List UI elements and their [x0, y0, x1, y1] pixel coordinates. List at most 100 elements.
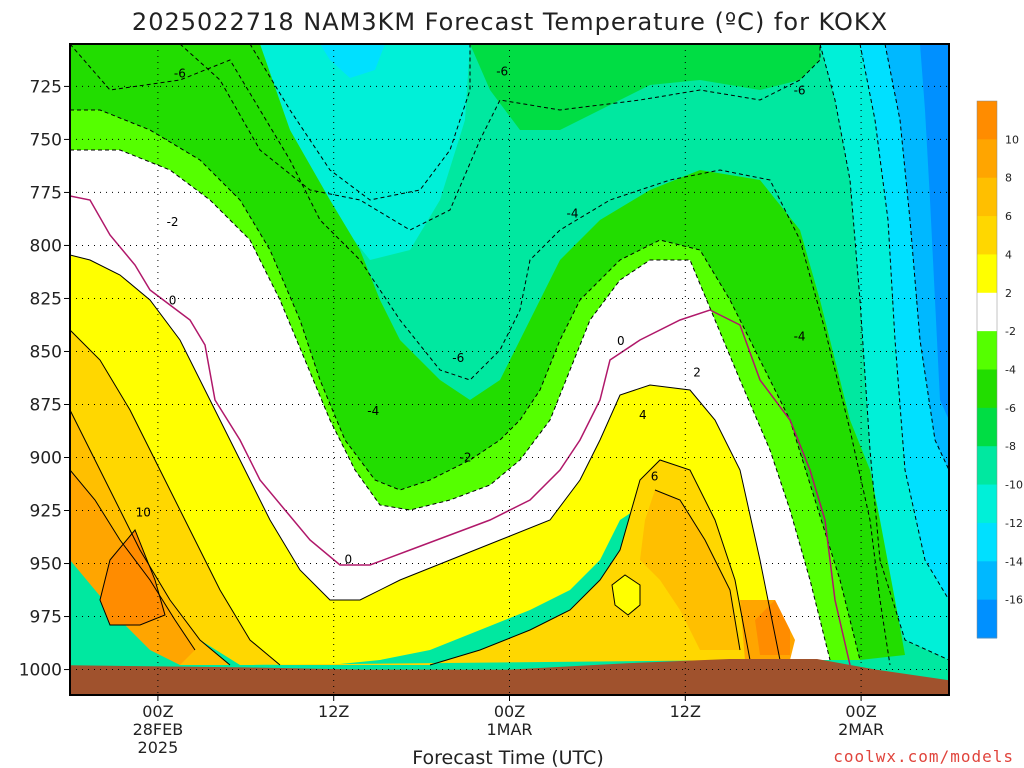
colorbar-label: -6 [1005, 402, 1016, 415]
contour-value-label: -2 [460, 451, 472, 465]
x-tick-label: 00Z [494, 702, 525, 721]
colorbar-swatch [977, 331, 997, 370]
y-tick-label: 925 [30, 502, 62, 522]
y-tick-label: 750 [30, 130, 62, 150]
colorbar-frame [976, 100, 998, 639]
x-tick-label: 12Z [318, 702, 349, 721]
y-axis: 725 750 775 800 825 850 875 900 925 950 975 1000 [19, 77, 70, 681]
colorbar-swatch [977, 177, 997, 217]
colorbar-label: -16 [1005, 594, 1023, 607]
contour-value-label: 0 [617, 334, 625, 348]
contour-value-label: 4 [639, 408, 647, 422]
negative-contours [70, 44, 949, 666]
contour-value-label: 0 [169, 294, 177, 308]
positive-contours [70, 254, 781, 666]
colorbar-label: -8 [1005, 440, 1016, 453]
colorbar-label: 8 [1005, 172, 1012, 185]
x-tick-label: 00Z [845, 702, 876, 721]
contour-value-label: -6 [496, 65, 508, 79]
y-tick-label: 800 [30, 236, 62, 256]
fill-band-minus-12-top [250, 44, 470, 260]
contour-value-label: -6 [174, 67, 186, 81]
contour-plus-2 [70, 254, 781, 661]
contour-value-label: -6 [452, 351, 464, 365]
contour-value-label: -4 [367, 404, 379, 418]
colorbar-label: 2 [1005, 287, 1012, 300]
contour-plus-6 [70, 409, 741, 666]
colorbar-label: -2 [1005, 325, 1016, 338]
colorbar-label: 6 [1005, 210, 1012, 223]
contour-minus-6 [70, 44, 891, 666]
x-tick-label: 2025 [138, 738, 179, 757]
x-tick-label: 28FEB [133, 720, 184, 739]
colorbar-label: -12 [1005, 517, 1023, 530]
ground-below-surface [70, 659, 949, 695]
contour-minus-12 [819, 44, 949, 661]
fill-band-zero [70, 150, 830, 660]
colorbar-swatch [977, 292, 997, 332]
contour-minus-14 [859, 44, 949, 601]
colorbar-swatch [977, 101, 997, 140]
contour-plus-8 [70, 469, 196, 651]
y-tick-label: 1000 [19, 661, 62, 681]
colorbar-label: 4 [1005, 248, 1012, 261]
gridlines [70, 44, 949, 695]
contour-minus-2 [70, 149, 831, 661]
fill-band-minus-14-top [320, 44, 385, 78]
y-tick-label: 900 [30, 449, 62, 469]
colorbar-swatch [977, 561, 997, 601]
fill-band-plus-2 [70, 255, 780, 665]
contour-value-label: 2 [693, 366, 701, 380]
x-tick-label: 00Z [142, 702, 173, 721]
contour-minus-8 [179, 44, 821, 231]
contour-value-label: -4 [567, 207, 579, 221]
colorbar: 10 8 6 4 2 -2 -4 -6 -8 -10 -12 -14 -16 [976, 100, 1023, 639]
y-tick-label: 975 [30, 608, 62, 628]
colorbar-swatch [977, 407, 997, 447]
contour-minus-4 [70, 109, 861, 661]
contour-value-label: 0 [345, 552, 353, 566]
colorbar-label: -10 [1005, 479, 1023, 492]
colorbar-swatch [977, 446, 997, 486]
y-tick-label: 850 [30, 342, 62, 362]
colorbar-swatch [977, 522, 997, 562]
x-axis-title: Forecast Time (UTC) [412, 747, 603, 768]
chart-title: 2025022718 NAM3KM Forecast Temperature (… [132, 8, 888, 36]
contour-plus-2-blob [611, 574, 641, 616]
colorbar-swatch [977, 254, 997, 294]
y-tick-label: 725 [30, 77, 62, 97]
colorbar-swatch [977, 484, 997, 524]
y-tick-label: 825 [30, 289, 62, 309]
x-tick-label: 2MAR [838, 720, 884, 739]
plot-area: -6 -6 -6 -2 0 -4 0 2 -6 -4 -2 0 4 6 10 -4 [70, 44, 949, 695]
fill-band-minus-4 [70, 110, 860, 660]
contour-value-label: -4 [794, 330, 806, 344]
contour-value-label: 6 [651, 470, 659, 484]
fill-band-minus-8-top [180, 44, 820, 130]
contour-value-label: -2 [167, 215, 179, 229]
fill-band-minus-6-left [70, 44, 905, 660]
freezing-line [70, 195, 851, 666]
colorbar-swatch [977, 369, 997, 409]
credit-text: coolwx.com/models [833, 747, 1014, 766]
y-tick-label: 775 [30, 183, 62, 203]
contour-minus-10 [249, 44, 471, 201]
y-tick-label: 950 [30, 555, 62, 575]
contour-value-label: -6 [794, 84, 806, 98]
x-tick-label: 1MAR [486, 720, 532, 739]
fill-blob-plus-2 [612, 575, 640, 615]
colorbar-swatch [977, 599, 997, 639]
contour-minus-16 [884, 44, 949, 471]
fill-band-plus-4 [70, 330, 750, 665]
colorbar-swatch [977, 216, 997, 255]
colorbar-label: -14 [1005, 555, 1023, 568]
colorbar-swatch [977, 139, 997, 179]
x-tick-label: 12Z [670, 702, 701, 721]
contour-labels: -6 -6 -6 -2 0 -4 0 2 -6 -4 -2 0 4 6 10 -4 [136, 65, 806, 567]
colorbar-label: -4 [1005, 364, 1016, 377]
contour-plus-4 [70, 329, 751, 666]
contour-value-label: 10 [136, 506, 151, 520]
fill-band-minus-18 [920, 44, 949, 420]
